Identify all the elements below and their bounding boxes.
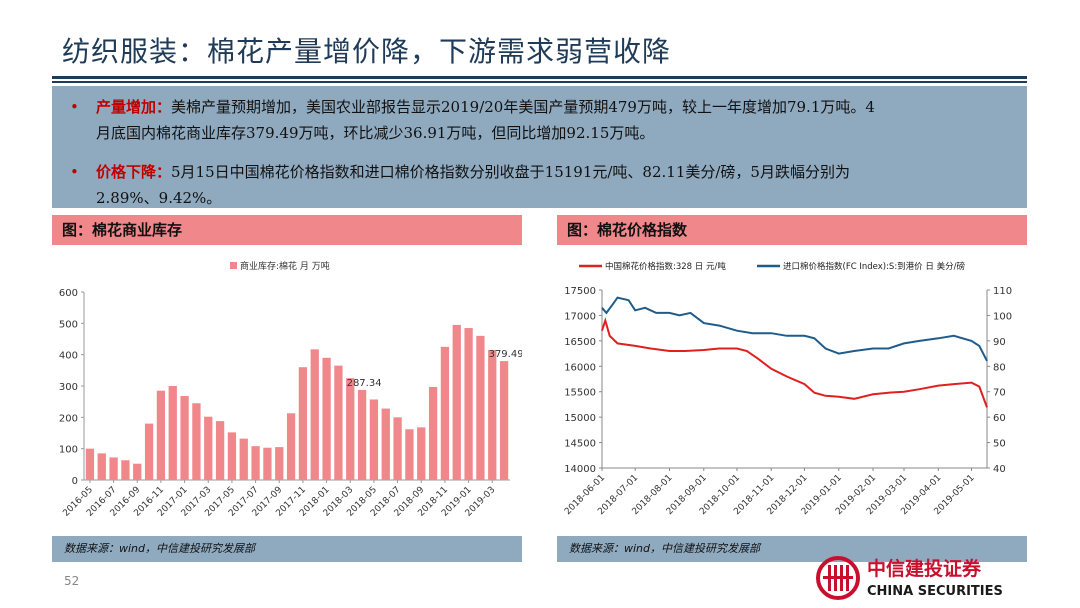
y-tick-label: 200 xyxy=(59,413,78,424)
bar xyxy=(334,365,343,480)
legend-swatch xyxy=(230,262,237,269)
logo-en-text: CHINA SECURITIES xyxy=(867,584,1003,599)
bar xyxy=(452,324,461,480)
y-tick-label: 600 xyxy=(59,288,78,299)
right-y-tick-label: 60 xyxy=(993,413,1006,424)
import-index-line xyxy=(601,296,988,362)
right-y-tick-label: 110 xyxy=(993,286,1012,297)
bar xyxy=(215,421,225,480)
bar xyxy=(251,446,260,480)
bar xyxy=(381,408,390,480)
bar xyxy=(310,349,319,480)
page-number: 52 xyxy=(64,574,80,588)
left-y-tick-label: 17500 xyxy=(564,286,596,297)
legend-label-china: 中国棉花价格指数:328 日 元/吨 xyxy=(605,261,726,272)
bar xyxy=(440,346,450,480)
china-index-line xyxy=(601,317,988,408)
right-panel-header: 图：棉花价格指数 xyxy=(557,215,1027,245)
inventory-bar-chart: 商业库存:棉花 月 万吨01002003004005006002016-0520… xyxy=(59,260,522,519)
bar xyxy=(239,438,248,480)
bar xyxy=(133,463,142,480)
right-y-tick-label: 50 xyxy=(993,439,1006,450)
y-tick-label: 0 xyxy=(72,476,78,487)
left-source-note: 数据来源：wind，中信建投研究发展部 xyxy=(52,536,522,562)
left-y-tick-label: 14500 xyxy=(564,439,596,450)
bar xyxy=(369,399,379,480)
y-tick-label: 100 xyxy=(59,445,78,456)
bar xyxy=(405,429,414,480)
bullet-text: 5月15日中国棉花价格指数和进口棉价格指数分别收盘于15191元/吨、82.11… xyxy=(171,163,850,181)
bar xyxy=(263,447,272,480)
bar xyxy=(204,416,213,480)
right-y-tick-label: 40 xyxy=(993,464,1006,475)
bar xyxy=(499,361,509,480)
bullet-price-cont: 2.89%、9.42%。 xyxy=(96,185,221,211)
left-y-tick-label: 17000 xyxy=(564,311,596,322)
bullet-output: • 产量增加：美棉产量预期增加，美国农业部报告显示2019/20年美国产量预期4… xyxy=(70,94,875,120)
bullet-text: 美棉产量预期增加，美国农业部报告显示2019/20年美国产量预期479万吨，较上… xyxy=(171,98,875,116)
right-y-tick-label: 100 xyxy=(993,311,1012,322)
right-source-note: 数据来源：wind，中信建投研究发展部 xyxy=(557,536,1027,562)
citic-logo-icon: 中信建投证券 CHINA SECURITIES xyxy=(816,556,1003,600)
left-y-tick-label: 16500 xyxy=(564,337,596,348)
data-label: 379.49 xyxy=(489,349,522,360)
bullet-text: 2.89%、9.42%。 xyxy=(96,189,222,207)
bar xyxy=(180,396,189,480)
bullet-highlight: 价格下降： xyxy=(96,163,172,181)
company-logo: 中信建投证券 CHINA SECURITIES xyxy=(815,553,1030,607)
bullet-dot-icon: • xyxy=(70,98,79,116)
logo-cn-text: 中信建投证券 xyxy=(867,557,982,580)
title-rule xyxy=(52,76,1027,79)
bar xyxy=(109,457,118,480)
bullet-price: • 价格下降：5月15日中国棉花价格指数和进口棉价格指数分别收盘于15191元/… xyxy=(70,159,850,185)
bullet-text: 月底国内棉花商业库存379.49万吨，环比减少36.91万吨，但同比增加92.1… xyxy=(96,124,655,142)
bar xyxy=(121,460,130,480)
bar xyxy=(168,386,177,480)
bar xyxy=(464,328,473,480)
bar xyxy=(144,423,154,480)
left-y-tick-label: 16000 xyxy=(564,362,596,373)
bar xyxy=(393,417,402,480)
legend-label-import: 进口棉价格指数(FC Index):S:到港价 日 美分/磅 xyxy=(783,261,965,272)
bar xyxy=(97,453,106,480)
bar xyxy=(428,386,438,480)
bar xyxy=(85,448,95,480)
bar xyxy=(227,432,237,480)
bar xyxy=(417,427,426,480)
bar xyxy=(192,403,201,480)
left-y-tick-label: 14000 xyxy=(564,464,596,475)
bullet-output-cont: 月底国内棉花商业库存379.49万吨，环比减少36.91万吨，但同比增加92.1… xyxy=(96,120,654,146)
title-rule-thin xyxy=(52,81,1027,83)
y-tick-label: 400 xyxy=(59,351,78,362)
bullet-highlight: 产量增加： xyxy=(96,98,172,116)
left-panel-header: 图：棉花商业库存 xyxy=(52,215,522,245)
bar xyxy=(357,389,367,480)
bar xyxy=(275,447,284,480)
bar xyxy=(156,390,166,480)
price-line-chart: 中国棉花价格指数:328 日 元/吨 进口棉价格指数(FC Index):S:到港… xyxy=(563,261,1012,517)
bar xyxy=(322,357,331,480)
legend-label: 商业库存:棉花 月 万吨 xyxy=(240,260,330,272)
bar xyxy=(488,349,497,480)
bar xyxy=(298,367,308,480)
y-tick-label: 300 xyxy=(59,382,78,393)
data-label: 287.34 xyxy=(347,378,382,389)
left-y-tick-label: 15000 xyxy=(564,413,596,424)
bar xyxy=(346,378,355,480)
y-tick-label: 500 xyxy=(59,319,78,330)
right-y-tick-label: 90 xyxy=(993,337,1006,348)
bullet-dot-icon: • xyxy=(70,163,79,181)
right-y-tick-label: 80 xyxy=(993,362,1006,373)
left-y-tick-label: 15500 xyxy=(564,388,596,399)
page-title: 纺织服装：棉花产量增价降，下游需求弱营收降 xyxy=(62,35,672,68)
bar xyxy=(286,413,296,480)
summary-box xyxy=(52,86,1027,208)
right-y-tick-label: 70 xyxy=(993,388,1006,399)
bar xyxy=(476,335,485,480)
